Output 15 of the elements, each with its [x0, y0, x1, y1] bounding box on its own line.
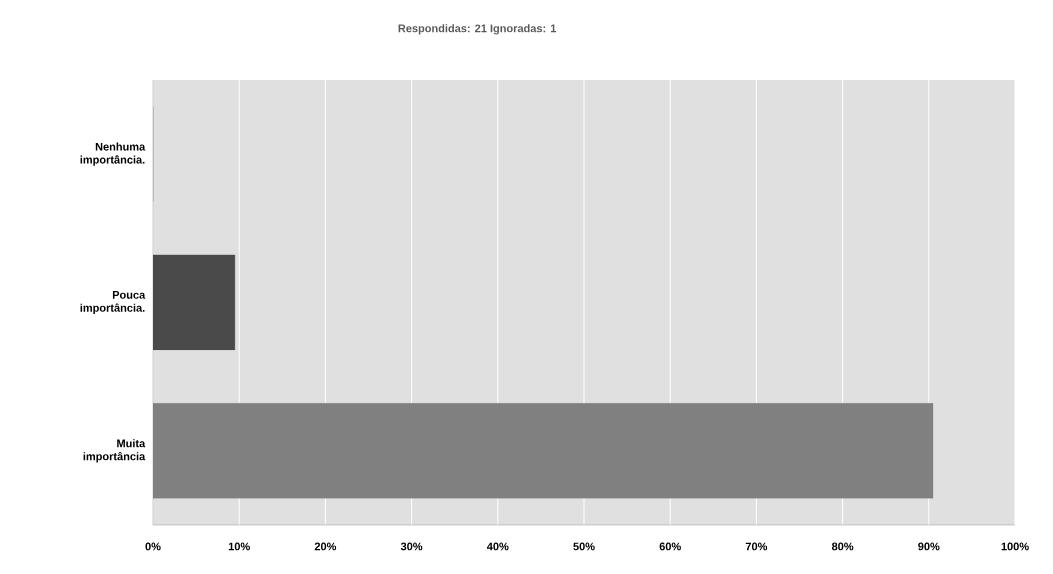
y-tick-label: Pouca importância.: [80, 291, 146, 314]
x-tick-label: 60%: [659, 542, 681, 551]
x-tick-label: 0%: [145, 542, 161, 551]
x-tick-label: 90%: [918, 542, 940, 551]
x-tick-label: 100%: [1001, 542, 1029, 551]
chart-title: Respondidas: 21 Ignoradas: 1: [398, 24, 557, 35]
x-tick-label: 50%: [573, 542, 595, 551]
x-tick-label: 30%: [400, 542, 423, 551]
x-tick-label: 40%: [486, 542, 509, 551]
y-tick-label: Muita importância: [83, 439, 146, 463]
x-tick-label: 70%: [745, 542, 768, 551]
y-tick-label: Nenhuma importância.: [80, 142, 146, 166]
x-tick-label: 80%: [831, 542, 854, 551]
x-tick-label: 20%: [314, 542, 337, 551]
x-tick-label: 10%: [228, 542, 250, 551]
